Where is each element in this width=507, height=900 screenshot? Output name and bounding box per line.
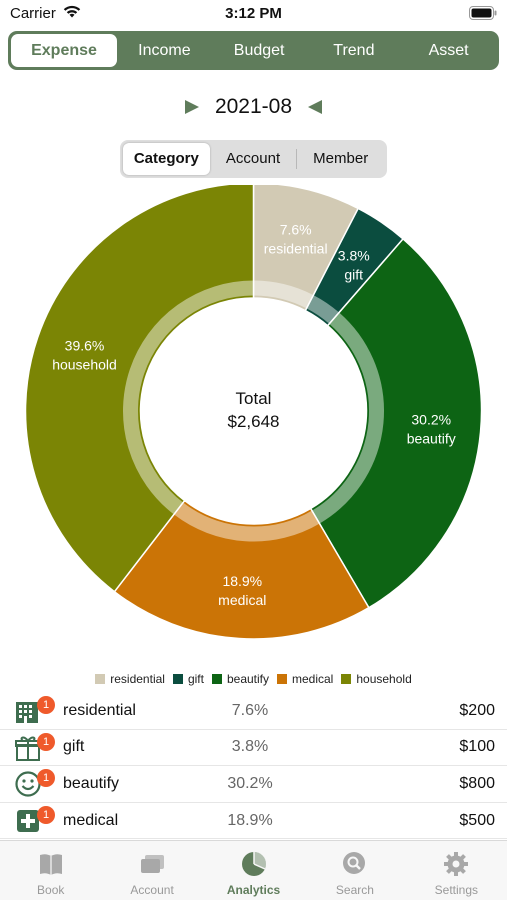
count-badge: 1 [37,769,55,788]
slice-percent-label: 39.6% [65,338,105,354]
category-percent: 30.2% [227,774,273,792]
divider [296,149,298,169]
group-by-tabs: Category Account Member [120,140,387,178]
legend-swatch [172,674,183,684]
legend-label: household [356,672,412,686]
slice-percent-label: 18.9% [222,573,262,589]
category-amount: $800 [459,774,495,792]
list-item-residential[interactable]: 1 residential 7.6% $200 [0,693,507,730]
legend-item: medical [277,672,333,686]
legend-item: residential [95,672,165,686]
gear-icon [444,852,469,876]
count-badge: 1 [37,696,55,714]
period-label: 2021-08 [214,95,293,118]
pie-inner-ring-household [123,280,254,515]
legend-item: beautify [211,672,269,686]
medical-cross-icon [17,809,39,832]
triangle-left-icon[interactable] [306,98,324,116]
clock: 3:12 PM [225,5,282,22]
tab-trend[interactable]: Trend [333,42,375,59]
category-amount: $500 [459,811,495,829]
center-total-label: Total [236,389,272,408]
slice-percent-label: 7.6% [280,222,312,238]
legend-item: gift [172,672,204,686]
tab-bar-label: Book [37,883,65,897]
pie-slice-medical[interactable] [113,499,370,640]
category-name: beautify [63,774,120,792]
triangle-right-icon[interactable] [183,98,201,116]
report-type-tabs: Expense Income Budget Trend Asset [8,31,499,70]
slice-name-label: medical [218,592,266,608]
tab-bar-label: Settings [434,883,478,897]
center-total-value: $2,648 [228,412,280,431]
donut-chart: 7.6% residential 3.8% gift 30.2% beautify 18.9… [24,185,483,640]
tab-income[interactable]: Income [138,42,191,59]
tab-bar-book[interactable]: Book [0,841,101,900]
donut-hole [141,299,366,523]
slice-name-label: gift [344,266,363,282]
legend-swatch [341,674,352,684]
tab-category[interactable]: Category [123,143,210,175]
tab-member[interactable]: Member [313,150,369,167]
slice-name-label: household [52,357,117,373]
tab-expense[interactable]: Expense [11,34,117,67]
battery-icon [469,6,497,20]
count-badge: 1 [37,805,55,824]
chart-legend: residential gift beautify medical household [0,670,507,688]
tab-bar-label: Account [130,883,174,897]
legend-swatch [211,674,222,684]
tab-bar-label: Search [335,883,374,897]
legend-label: beautify [226,672,269,686]
legend-label: gift [187,672,204,686]
category-name: gift [63,738,85,756]
pie-chart-icon [241,851,266,876]
list-item-beautify[interactable]: 1 beautify 30.2% $800 [0,766,507,803]
search-icon [342,852,365,874]
period-selector: 2021-08 [0,90,507,124]
pie-inner-ring-medical [173,502,320,542]
carrier-label: Carrier [10,5,56,22]
tab-budget[interactable]: Budget [233,42,285,59]
category-percent: 18.9% [227,811,273,829]
slice-name-label: beautify [407,431,456,447]
book-icon [39,854,62,875]
pie-inner-ring-residential [253,280,314,309]
category-name: medical [63,811,119,829]
legend-swatch [277,674,287,684]
status-bar: Carrier 3:12 PM [0,0,507,28]
tab-bar-analytics[interactable]: Analytics [203,841,304,900]
category-list: 1 residential 7.6% $200 1 gift 3.8% $100 1 beauti… [0,693,507,840]
category-percent: 3.8% [231,738,269,756]
list-item-medical[interactable]: 1 medical 18.9% $500 [0,803,507,840]
category-amount: $100 [459,738,495,756]
tab-bar-label: Analytics [226,883,281,897]
legend-label: residential [110,672,165,686]
category-name: residential [63,701,136,719]
count-badge: 1 [37,732,55,751]
pie-inner-ring-beautify [311,312,384,524]
cards-icon [141,855,165,873]
legend-label: medical [292,672,334,686]
tab-bar-account[interactable]: Account [101,841,202,900]
legend-item: household [341,672,412,686]
pie-slice-beautify[interactable] [309,237,483,609]
wifi-icon [63,5,81,18]
tab-asset[interactable]: Asset [428,42,469,59]
slice-name-label: residential [264,241,328,257]
tab-bar-settings[interactable]: Settings [406,841,507,900]
category-percent: 7.6% [231,701,269,719]
slice-percent-label: 30.2% [411,412,451,428]
tab-bar: Book Account Analytics Search Settings [0,840,507,900]
tab-account[interactable]: Account [225,150,281,167]
category-amount: $200 [459,701,495,719]
slice-percent-label: 3.8% [338,247,370,263]
legend-swatch [95,674,106,684]
tab-bar-search[interactable]: Search [304,841,405,900]
list-item-gift[interactable]: 1 gift 3.8% $100 [0,730,507,767]
pie-slice-household[interactable] [24,185,255,593]
building-icon [16,702,38,723]
